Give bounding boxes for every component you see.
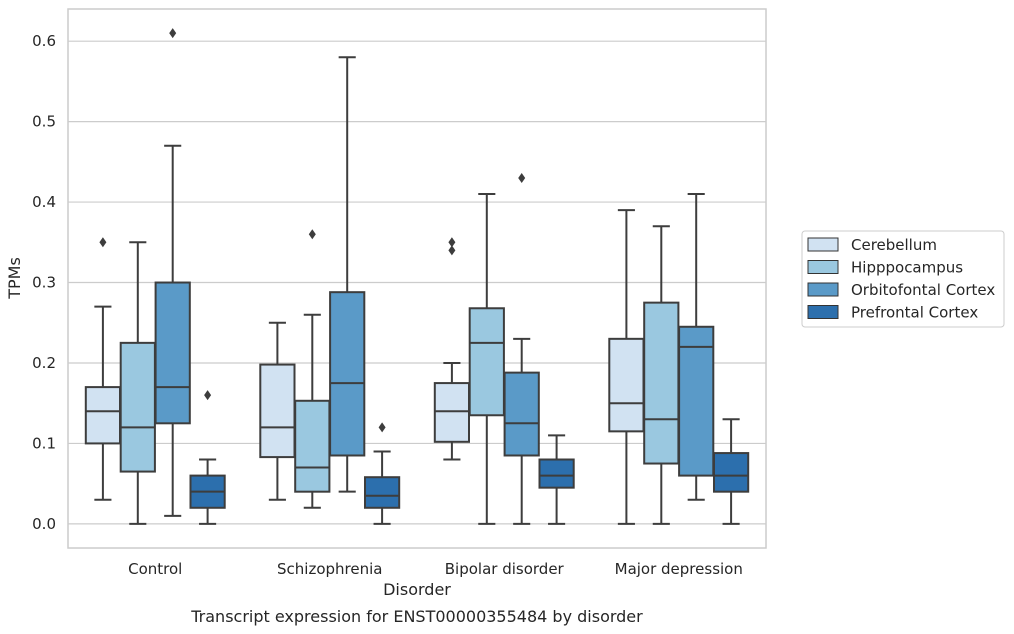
box-body — [608, 337, 645, 433]
box-body — [329, 291, 366, 457]
legend-frame — [801, 230, 1005, 328]
box-3-0 — [608, 209, 645, 525]
y-tick-label: 0.6 — [32, 32, 56, 50]
legend-swatch — [807, 305, 839, 319]
box-0-0 — [84, 237, 122, 501]
legend-swatch — [807, 282, 839, 297]
x-tick-label: Major depression — [615, 560, 743, 578]
legend: Cerebellum Hipppocampus Orbitofontal Corte… — [801, 230, 1005, 328]
box-body — [259, 363, 296, 459]
x-tick-label: Schizophrenia — [277, 560, 382, 578]
box-1-0 — [259, 321, 296, 501]
y-tick-label: 0.1 — [32, 434, 56, 452]
legend-label: Orbitofontal Cortex — [851, 281, 995, 299]
legend-label: Hipppocampus — [851, 259, 963, 277]
box-2-1 — [468, 193, 505, 525]
outlier-point — [169, 28, 177, 39]
box-body — [363, 476, 401, 509]
x-tick-label: Bipolar disorder — [445, 560, 565, 578]
box-3-3 — [712, 418, 750, 525]
legend-swatch — [807, 260, 839, 274]
x-tick-labels: Control Schizophrenia Bipolar disorder Majo… — [128, 560, 743, 578]
box-body — [84, 386, 122, 445]
x-axis-label: Disorder — [383, 580, 451, 599]
box-body — [678, 325, 715, 477]
y-tick-labels: 0.0 0.1 0.2 0.3 0.4 0.5 0.6 — [32, 32, 56, 533]
legend-swatch — [807, 237, 839, 252]
box-2-2 — [503, 172, 540, 525]
box-1-1 — [294, 229, 331, 509]
box-3-1 — [643, 225, 680, 525]
y-tick-label: 0.4 — [32, 193, 56, 211]
outlier-point — [448, 237, 456, 248]
y-tick-label: 0.2 — [32, 354, 56, 372]
box-2-3 — [538, 434, 575, 525]
y-tick-label: 0.5 — [32, 113, 56, 131]
box-0-2 — [154, 28, 191, 517]
outlier-point — [99, 237, 107, 248]
outlier-point — [204, 390, 212, 401]
outlier-point — [448, 245, 456, 256]
box-body — [712, 452, 750, 493]
box-body — [433, 382, 471, 443]
box-body — [538, 458, 575, 489]
box-layer — [84, 28, 750, 525]
legend-label: Prefrontal Cortex — [851, 304, 978, 322]
chart-caption: Transcript expression for ENST0000035548… — [190, 607, 643, 626]
box-0-3 — [189, 390, 226, 525]
outlier-point — [378, 422, 386, 433]
box-body — [294, 399, 331, 493]
y-tick-label: 0.0 — [32, 515, 56, 533]
box-0-1 — [119, 241, 156, 525]
box-2-0 — [433, 237, 471, 461]
box-3-2 — [678, 193, 715, 501]
outlier-point — [308, 229, 316, 240]
y-axis-label: TPMs — [5, 257, 24, 300]
box-1-3 — [363, 422, 401, 525]
box-body — [119, 341, 156, 473]
box-body — [643, 301, 680, 465]
box-1-2 — [329, 56, 366, 493]
x-tick-label: Control — [128, 560, 182, 578]
box-body — [154, 281, 191, 425]
box-body — [468, 307, 505, 417]
outlier-point — [518, 172, 526, 183]
box-body — [503, 371, 540, 457]
plot-frame — [67, 8, 767, 549]
legend-label: Cerebellum — [851, 236, 937, 254]
y-tick-label: 0.3 — [32, 274, 56, 292]
